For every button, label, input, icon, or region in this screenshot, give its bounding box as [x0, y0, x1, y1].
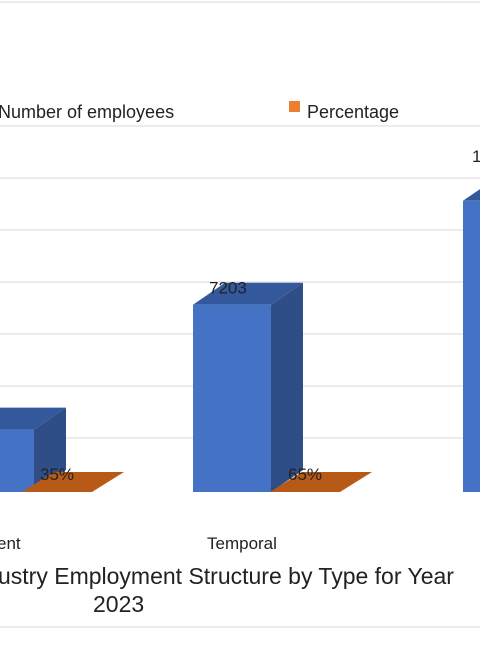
bar-side-face	[34, 407, 66, 492]
legend-label-percentage: Percentage	[307, 102, 399, 122]
bar-percentage	[22, 472, 124, 492]
bar-front-face	[463, 200, 480, 493]
bar-top-face	[463, 189, 480, 201]
bar-front-face	[193, 304, 271, 492]
legend: Number of employees Percentage	[0, 101, 399, 122]
bar-employees	[193, 282, 303, 492]
chart-title-line1: ustry Employment Structure by Type for Y…	[0, 563, 454, 589]
data-label-employees: 1	[472, 147, 480, 166]
bar-top-face	[0, 407, 66, 430]
legend-label-employees: Number of employees	[0, 102, 174, 122]
bar-employees	[0, 407, 66, 492]
category-label-temporal: Temporal	[207, 534, 277, 553]
data-label-employees: 7203	[209, 279, 247, 298]
data-label-percentage: 35%	[40, 465, 74, 484]
data-label-percentage: 65%	[288, 465, 322, 484]
slab-top-face	[270, 472, 372, 492]
bar-side-face	[271, 282, 303, 492]
chart-title-line2: 2023	[93, 591, 144, 617]
bars	[0, 189, 480, 493]
slab-top-face	[22, 472, 124, 492]
category-label-permanent: ent	[0, 534, 21, 553]
bar-top-face	[193, 282, 303, 305]
bar-front-face	[0, 429, 34, 492]
bar-percentage	[270, 472, 372, 492]
legend-swatch-percentage	[289, 101, 300, 112]
bar-employees	[463, 189, 480, 493]
